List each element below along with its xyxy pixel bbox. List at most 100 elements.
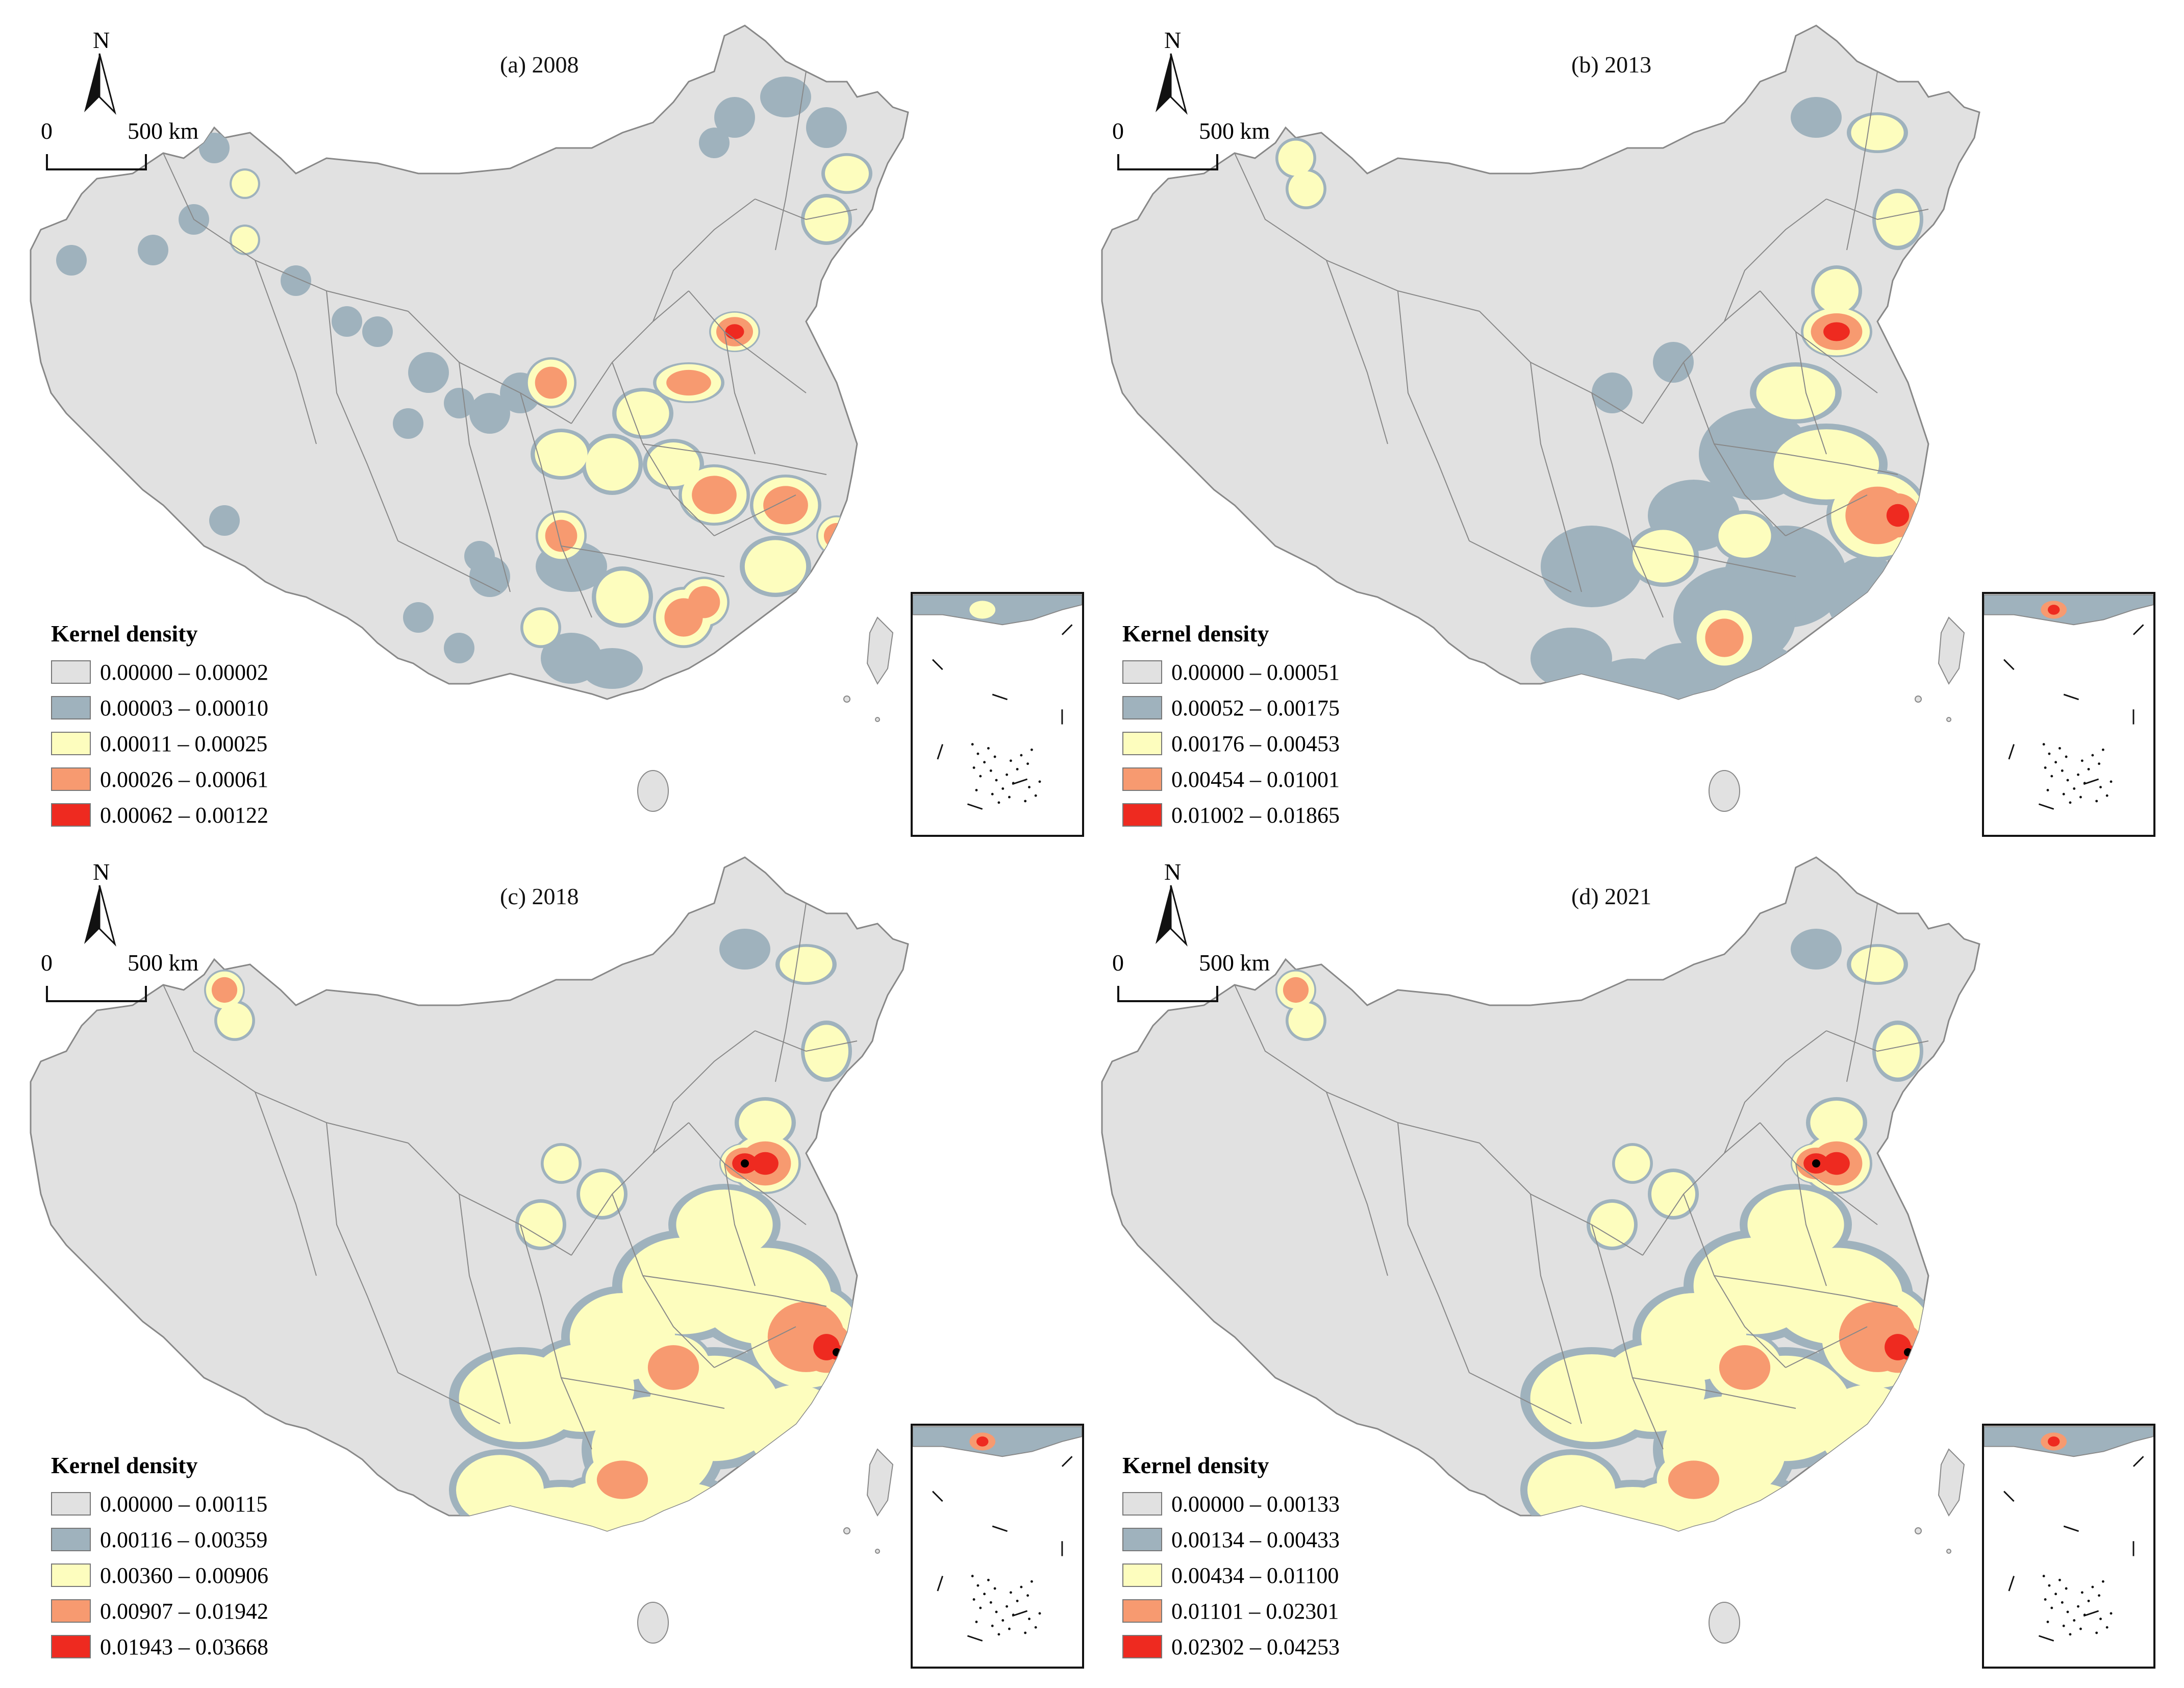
scale-bar: 0 500 km [1112, 949, 1270, 1005]
density-blob [1809, 729, 1824, 740]
density-blob [1718, 514, 1771, 558]
china-map [1101, 24, 1980, 812]
density-blob [217, 1003, 253, 1038]
province-boundary [561, 1377, 725, 1409]
province-boundary [688, 290, 807, 393]
density-blob [1278, 140, 1314, 176]
north-arrow-icon: N [84, 859, 116, 947]
island [1915, 1527, 1922, 1534]
density-blob [1288, 1003, 1324, 1038]
density-blob [545, 519, 578, 552]
legend-title: Kernel density [51, 620, 198, 647]
density-blob [719, 929, 770, 970]
south-china-sea-inset [1982, 592, 2155, 837]
panel-title: (a) 2008 [500, 52, 579, 78]
density-blob [1802, 1562, 1810, 1571]
density-blob [780, 947, 833, 982]
density-blob [1632, 530, 1694, 583]
density-blob [666, 369, 711, 396]
density-blob [715, 1552, 754, 1581]
legend-item: 0.02302 – 0.04253 [1122, 1629, 1428, 1665]
density-blob [499, 1487, 623, 1531]
province-boundary [1795, 331, 1827, 455]
legend-item: 0.00000 – 0.00133 [1122, 1486, 1428, 1522]
province-boundary [1530, 1194, 1582, 1424]
province-boundary [1326, 260, 1388, 444]
density-blob [1530, 1354, 1653, 1442]
density-blob [1790, 1555, 1822, 1579]
province-boundary [1397, 290, 1470, 541]
scale-label: 500 km [1199, 118, 1270, 144]
density-blob [760, 77, 811, 117]
density-blob [1791, 929, 1842, 970]
density-blob [1823, 322, 1850, 341]
density-blob [580, 1172, 624, 1216]
province-boundary [652, 198, 756, 322]
density-blob [332, 306, 362, 337]
density-blob [695, 680, 733, 699]
density-blob [464, 541, 495, 572]
province-boundary [326, 290, 398, 541]
density-blob [1288, 171, 1324, 207]
density-blob [647, 1345, 699, 1390]
density-blob [1693, 1482, 1817, 1531]
taiwan [1938, 1448, 1965, 1517]
density-blob [1762, 691, 1829, 699]
map-panel-2008: (a) 2008 N 0 500 km Kernel density 0.000… [10, 5, 1084, 837]
density-blob [747, 1385, 844, 1473]
density-blob [1796, 719, 1837, 750]
density-blob [519, 1203, 563, 1247]
density-blob [832, 1470, 903, 1531]
south-china-sea-inset [911, 1424, 1084, 1669]
province-boundary [1846, 71, 1878, 251]
density-blob [596, 570, 649, 624]
province-boundary [397, 1372, 500, 1424]
density-blob [699, 128, 730, 158]
density-blob [1796, 1559, 1816, 1574]
province-boundary [1530, 362, 1582, 592]
density-blob [694, 679, 735, 699]
density-blob [1903, 1470, 1974, 1531]
legend-item: 0.00000 – 0.00115 [51, 1486, 357, 1522]
province-boundary [1724, 198, 1827, 322]
density-blob [1787, 1552, 1825, 1581]
province-boundary [1683, 362, 1786, 536]
density-blob [403, 602, 434, 633]
density-blob [1826, 556, 1908, 638]
density-blob [686, 1528, 763, 1531]
legend-item: 0.01101 – 0.02301 [1122, 1593, 1428, 1629]
density-blob [1530, 628, 1612, 689]
density-blob [1786, 1551, 1826, 1582]
province-boundary [1760, 290, 1878, 393]
density-blob [1651, 1172, 1695, 1216]
density-blob [805, 197, 848, 241]
density-blob [688, 586, 720, 618]
density-blob [408, 352, 449, 393]
north-arrow-icon: N [1156, 27, 1188, 115]
province-boundary [520, 392, 592, 618]
scale-label: 500 km [1199, 950, 1270, 976]
legend-item: 0.00062 – 0.00122 [51, 797, 357, 833]
density-blob [281, 265, 311, 296]
north-label: N [93, 27, 110, 53]
map-panel-2013: (b) 2013 N 0 500 km Kernel density 0.000… [1082, 5, 2155, 837]
province-boundary [1469, 540, 1572, 592]
density-blob [709, 1548, 739, 1575]
legend-item: 0.01943 – 0.03668 [51, 1629, 357, 1665]
density-blob [232, 227, 258, 253]
province-boundary [255, 260, 317, 444]
density-blob [1756, 366, 1836, 419]
taiwan [866, 1448, 894, 1517]
legend-item: 0.00454 – 0.01001 [1122, 761, 1428, 797]
legend-item: 0.00134 – 0.00433 [1122, 1522, 1428, 1557]
scale-zero: 0 [41, 950, 53, 976]
density-blob [725, 324, 744, 339]
legend: Kernel density 0.00000 – 0.00002 0.00003… [51, 620, 357, 833]
south-china-sea-inset [911, 592, 1084, 837]
density-blob [805, 1025, 848, 1078]
density-blob [1527, 1455, 1615, 1525]
legend-title: Kernel density [1122, 620, 1269, 647]
panel-title: (d) 2021 [1571, 883, 1652, 909]
density-blob [1755, 1526, 1837, 1531]
density-blob [1810, 1101, 1863, 1145]
